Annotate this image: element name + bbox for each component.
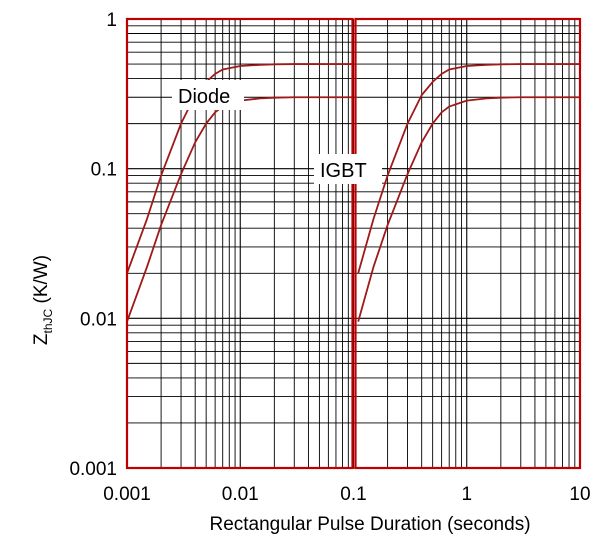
x-tick-label: 0.001 xyxy=(103,484,151,505)
y-tick-label: 0.001 xyxy=(69,459,117,480)
plot-frames xyxy=(125,17,582,470)
y-axis-title-unit: (K/W) xyxy=(31,255,52,309)
annotation-diode-label: Diode xyxy=(178,86,230,108)
annotation-diode: Diode xyxy=(172,80,244,110)
y-tick-label: 0.01 xyxy=(80,309,117,330)
series-curve-diode-upper xyxy=(126,63,354,274)
plot-frame-right xyxy=(354,17,582,470)
y-axis-title-main: Z xyxy=(31,333,52,345)
x-tick-label: 0.01 xyxy=(222,484,259,505)
plot-frame-left xyxy=(125,17,354,470)
x-axis-title: Rectangular Pulse Duration (seconds) xyxy=(209,514,530,535)
annotation-igbt-bg xyxy=(314,154,382,184)
annotation-diode-bg xyxy=(172,80,244,110)
x-tick-labels: 0.001 0.01 0.1 1 10 xyxy=(103,484,590,505)
annotation-igbt: IGBT xyxy=(314,154,382,184)
y-tick-labels: 0.001 0.01 0.1 1 xyxy=(69,10,117,480)
x-tick-label: 1 xyxy=(461,484,472,505)
series-curve-igbt-upper xyxy=(357,63,580,274)
y-axis-title: ZthJC (K/W) xyxy=(31,255,55,345)
y-axis-title-subscript: thJC xyxy=(41,308,55,333)
annotation-igbt-label: IGBT xyxy=(320,160,367,182)
y-tick-label: 0.1 xyxy=(91,160,117,181)
x-tick-label: 0.1 xyxy=(340,484,366,505)
series-curve-igbt-lower xyxy=(357,96,580,322)
y-tick-label: 1 xyxy=(106,10,117,31)
x-tick-label: 10 xyxy=(569,484,590,505)
